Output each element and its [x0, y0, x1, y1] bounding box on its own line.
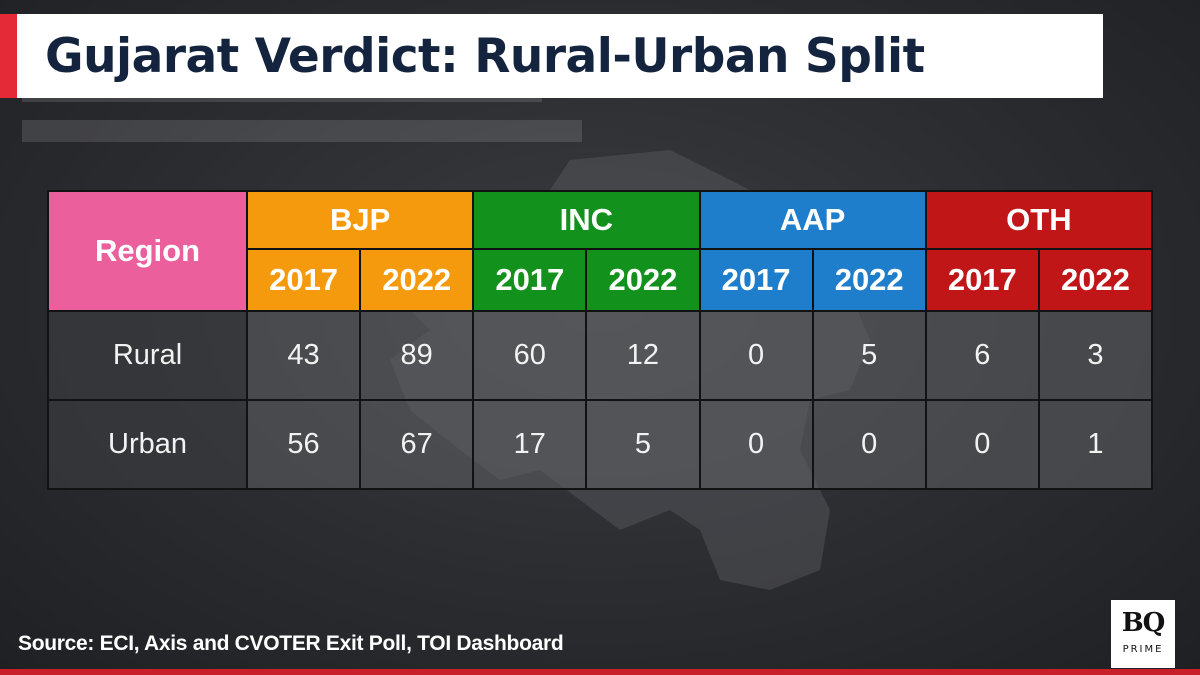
- logo-sub-text: PRIME: [1122, 644, 1164, 655]
- cell-urban-aap-2017: 0: [698, 399, 814, 490]
- cell-urban-inc-2017: 17: [472, 399, 588, 490]
- cell-urban-bjp-2022: 67: [359, 399, 475, 490]
- red-accent-bar: [0, 14, 17, 98]
- year-header-inc-2022: 2022: [585, 248, 701, 312]
- cell-urban-aap-2022: 0: [811, 399, 927, 490]
- cell-rural-bjp-2017: 43: [245, 310, 362, 401]
- year-header-oth-2022: 2022: [1037, 248, 1154, 312]
- cell-urban-bjp-2017: 56: [245, 399, 362, 490]
- cell-urban-inc-2022: 5: [585, 399, 701, 490]
- results-table: Region BJP INC AAP OTH 2017 2022 2017 20…: [47, 190, 1154, 490]
- cell-rural-oth-2022: 3: [1037, 310, 1154, 401]
- party-header-row: Region BJP INC AAP OTH: [47, 190, 1154, 312]
- cell-rural-aap-2017: 0: [698, 310, 814, 401]
- year-header-bjp-2017: 2017: [245, 248, 362, 312]
- row-label-urban: Urban: [47, 399, 248, 490]
- row-label-rural: Rural: [47, 310, 248, 401]
- cell-rural-bjp-2022: 89: [359, 310, 475, 401]
- party-header-oth: OTH: [924, 190, 1154, 250]
- table-row-urban: Urban 56 67 17 5 0 0 0 1: [47, 399, 1154, 490]
- party-header-aap: AAP: [698, 190, 927, 250]
- year-header-row: 2017 2022 2017 2022 2017 2022 2017 2022: [48, 248, 1154, 312]
- cell-rural-oth-2017: 6: [924, 310, 1040, 401]
- year-header-aap-2017: 2017: [698, 248, 814, 312]
- party-header-bjp: BJP: [245, 190, 475, 250]
- year-header-oth-2017: 2017: [924, 248, 1040, 312]
- cell-urban-oth-2017: 0: [924, 399, 1040, 490]
- cell-rural-inc-2022: 12: [585, 310, 701, 401]
- page-title: Gujarat Verdict: Rural-Urban Split: [45, 28, 925, 84]
- year-header-bjp-2022: 2022: [359, 248, 475, 312]
- bottom-accent-bar: [0, 669, 1200, 675]
- party-header-inc: INC: [472, 190, 701, 250]
- logo-main-text: BQ: [1121, 608, 1166, 638]
- year-header-aap-2022: 2022: [811, 248, 927, 312]
- source-note: Source: ECI, Axis and CVOTER Exit Poll, …: [18, 632, 564, 655]
- title-banner: Gujarat Verdict: Rural-Urban Split: [17, 14, 1103, 98]
- table-row-rural: Rural 43 89 60 12 0 5 6 3: [47, 310, 1154, 401]
- year-header-inc-2017: 2017: [472, 248, 588, 312]
- cell-urban-oth-2022: 1: [1037, 399, 1154, 490]
- cell-rural-aap-2022: 5: [811, 310, 927, 401]
- cell-rural-inc-2017: 60: [472, 310, 588, 401]
- bq-prime-logo: BQ PRIME: [1111, 600, 1175, 668]
- region-header: Region: [47, 190, 248, 312]
